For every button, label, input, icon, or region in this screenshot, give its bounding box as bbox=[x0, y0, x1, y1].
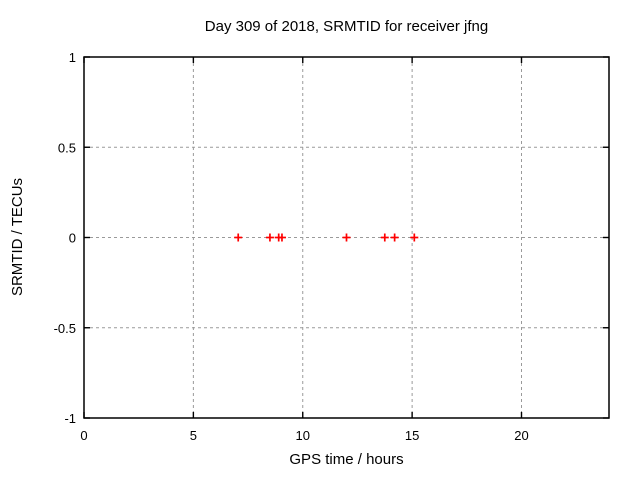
y-tick-label--1: -1 bbox=[64, 411, 76, 426]
x-tick-label-15: 15 bbox=[405, 428, 419, 443]
y-tick-label-0: 0 bbox=[69, 231, 76, 246]
x-tick-label-10: 10 bbox=[296, 428, 310, 443]
y-tick-label-0.5: 0.5 bbox=[58, 140, 76, 155]
x-axis-label: GPS time / hours bbox=[289, 451, 404, 468]
y-tick-label--0.5: -0.5 bbox=[54, 321, 76, 336]
x-tick-label-5: 5 bbox=[190, 428, 197, 443]
y-tick-label-1: 1 bbox=[69, 50, 76, 65]
x-tick-label-20: 20 bbox=[514, 428, 528, 443]
x-tick-label-0: 0 bbox=[80, 428, 87, 443]
chart-title: Day 309 of 2018, SRMTID for receiver jfn… bbox=[204, 18, 489, 35]
